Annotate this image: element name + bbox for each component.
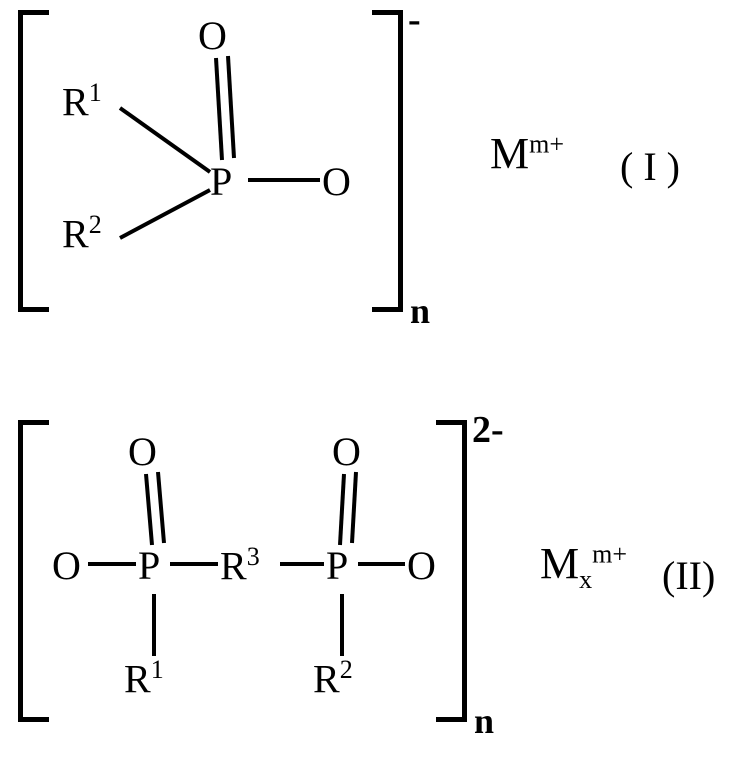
cation-f2: Mxm+ bbox=[540, 538, 627, 595]
atom-P1-f2: P bbox=[138, 542, 160, 589]
formula-label-f2: (II) bbox=[662, 552, 715, 599]
atom-R3-f2: R3 bbox=[220, 542, 260, 589]
atom-O-tr-f2: O bbox=[332, 428, 361, 475]
atom-R1-f2: R1 bbox=[124, 655, 164, 702]
atom-O-tl-f2: O bbox=[128, 428, 157, 475]
atom-O-left-f2: O bbox=[52, 542, 81, 589]
subscript-n-f2: n bbox=[474, 700, 494, 742]
atom-O-right-f2: O bbox=[407, 542, 436, 589]
anion-charge-f2: 2- bbox=[472, 408, 504, 452]
bonds-f2 bbox=[0, 0, 753, 764]
atom-R2-f2: R2 bbox=[313, 655, 353, 702]
atom-P2-f2: P bbox=[326, 542, 348, 589]
